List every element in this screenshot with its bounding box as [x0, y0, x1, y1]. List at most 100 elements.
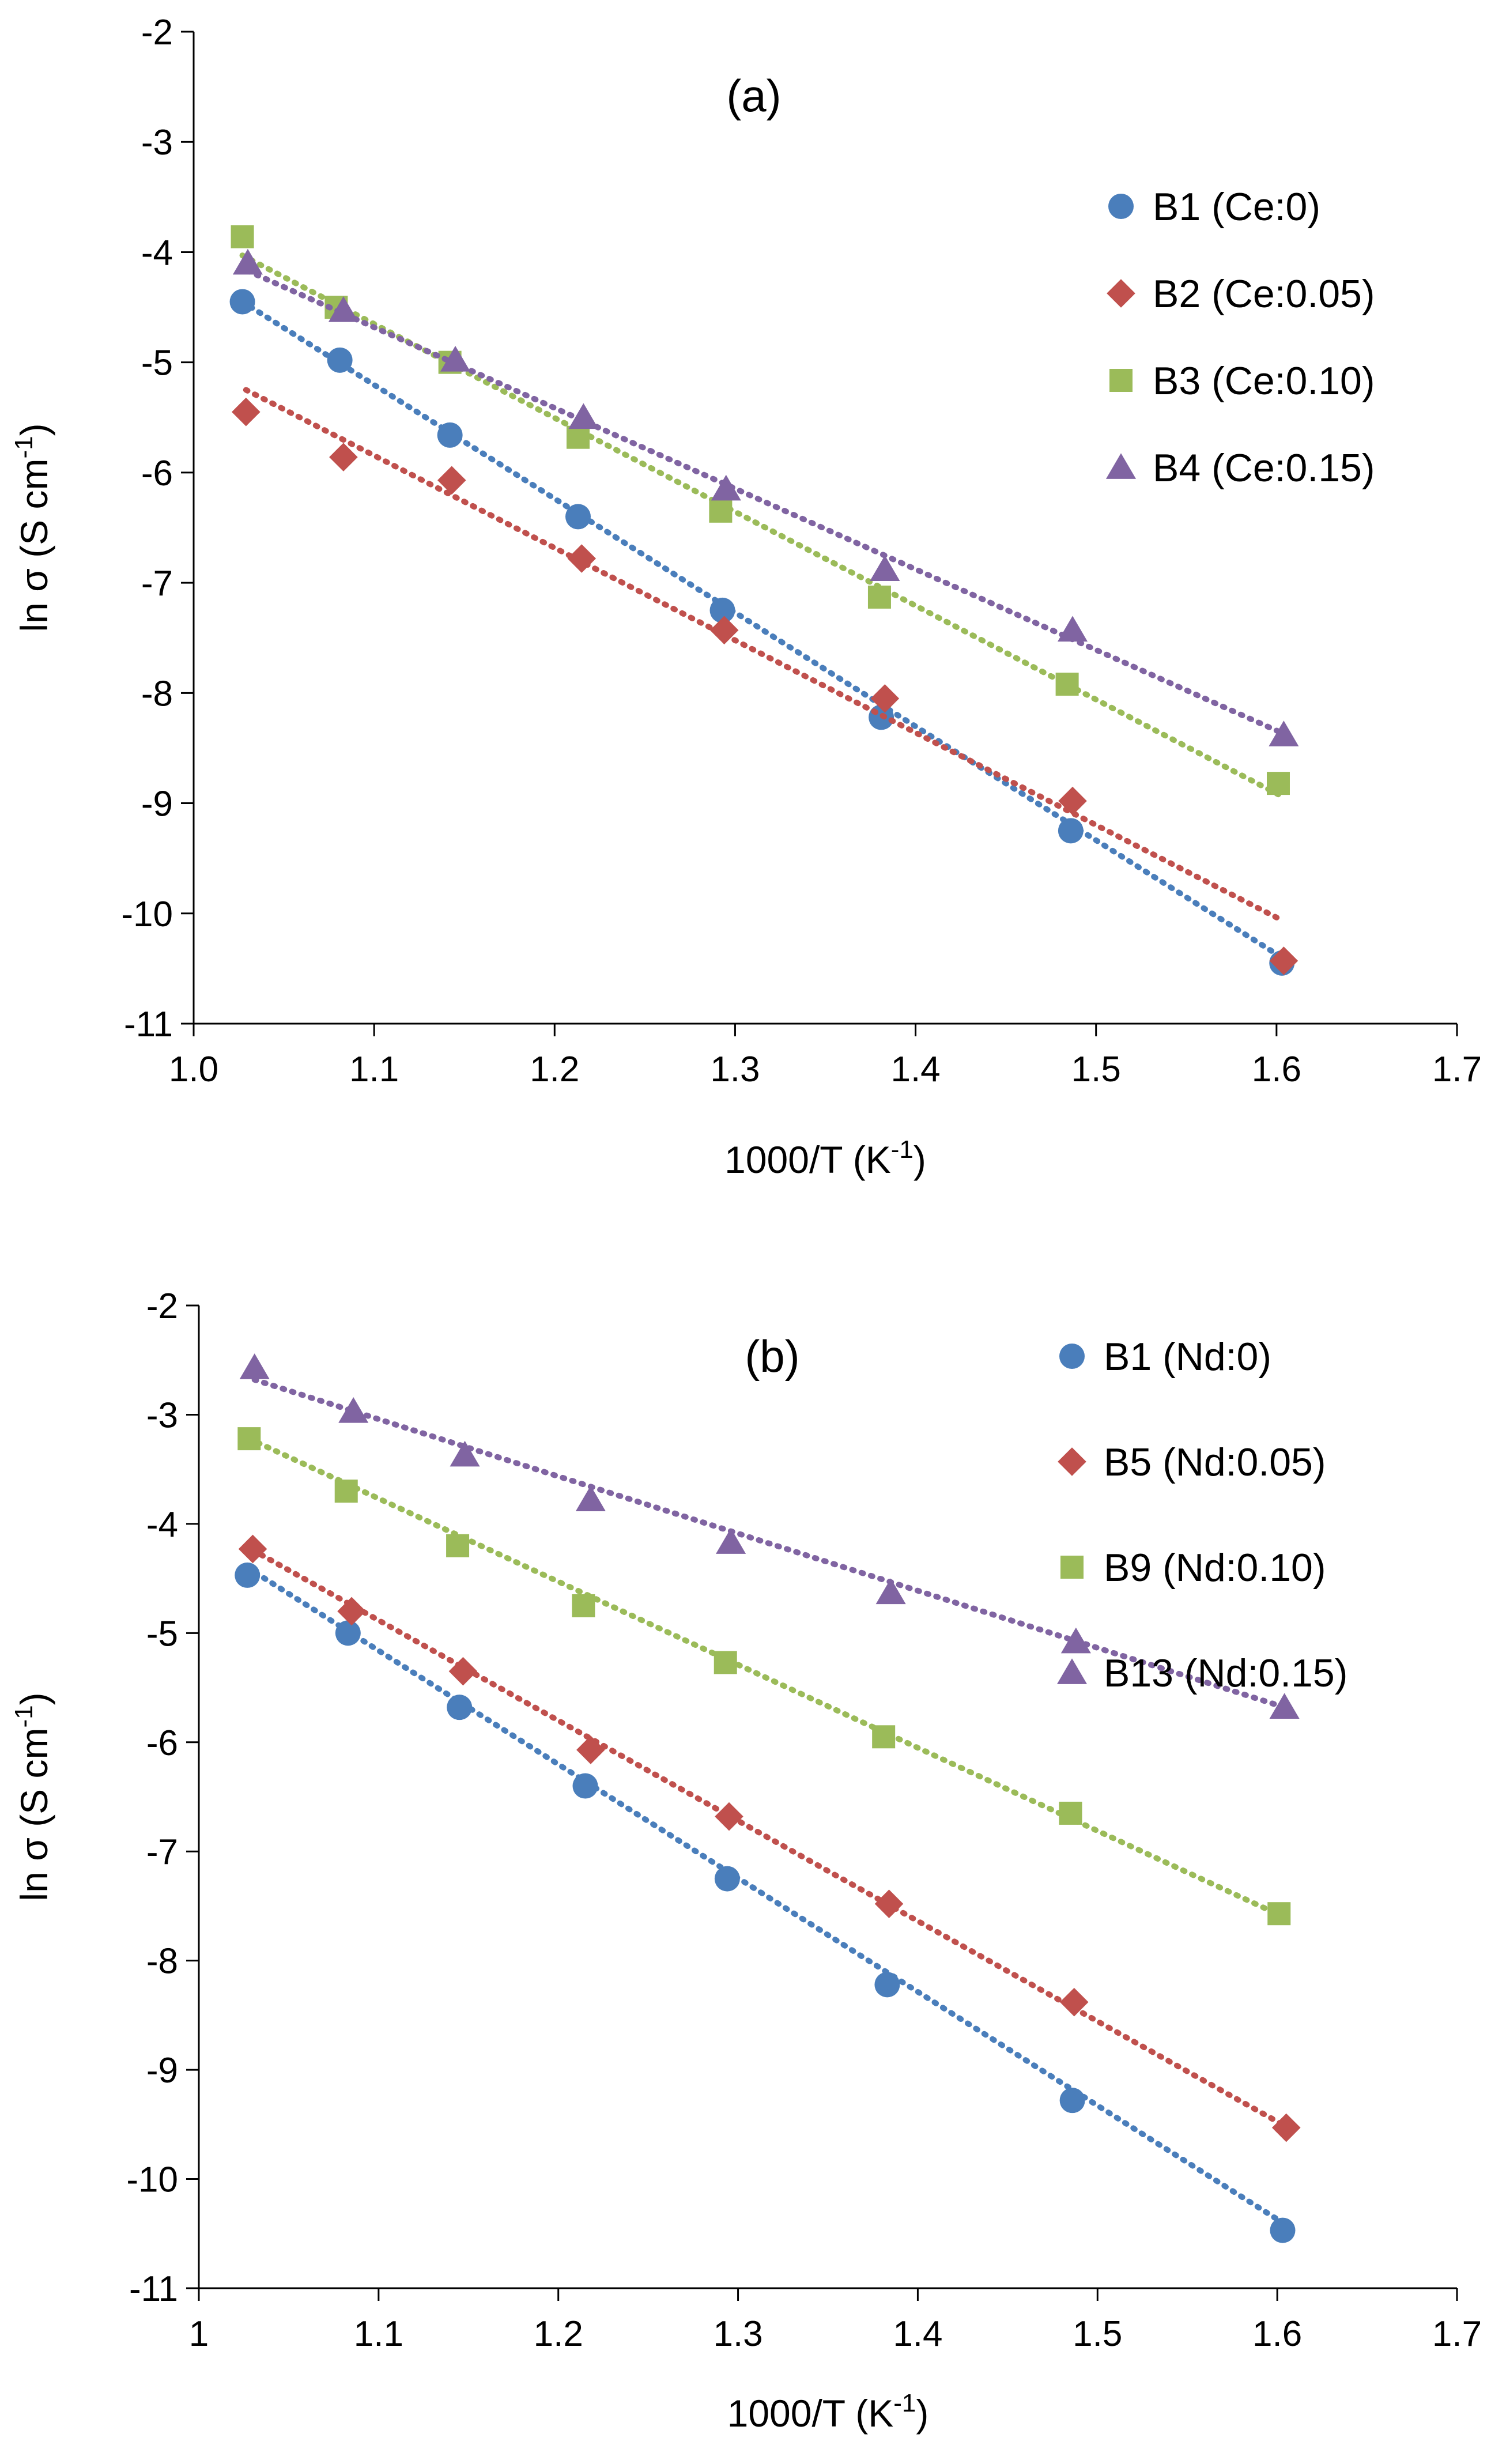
data-point: [575, 1485, 606, 1512]
y-tick-label: -9: [146, 2051, 178, 2091]
x-tick-label: 1.1: [354, 2314, 403, 2354]
legend: B1 (Nd:0) B5 (Nd:0.05) B9 (Nd:0.10) B13 (Nd…: [1056, 1335, 1347, 1695]
y-tick-label: -5: [146, 1614, 178, 1654]
data-point: [329, 443, 358, 471]
y-tick-label: -3: [146, 1395, 178, 1435]
data-point: [715, 1802, 743, 1831]
data-point: [238, 1534, 267, 1564]
data-point: [1059, 1987, 1089, 2017]
data-point: [566, 425, 590, 449]
data-point: [328, 296, 358, 322]
legend-marker: [1107, 279, 1135, 308]
trendline: [244, 267, 1287, 737]
data-point: [576, 1735, 605, 1764]
panel-b: -2 -3 -4 -5 -6 -7 -8 -9 -10 -11 1 1.1 1.2 1.3 1.4 1.5 1.…: [10, 1286, 1482, 2435]
legend-label: B5 (Nd:0.05): [1104, 1440, 1326, 1484]
data-point: [338, 1397, 369, 1423]
y-tick-label: -6: [146, 1723, 178, 1763]
y-tick-label: -4: [146, 1505, 178, 1545]
x-tick-label: 1.3: [710, 1050, 760, 1089]
data-point: [709, 616, 739, 645]
panel-title: (a): [726, 70, 781, 121]
y-tick-label: -9: [141, 784, 173, 824]
x-tick-label: 1.4: [893, 2314, 942, 2354]
series-3: [237, 1427, 1291, 1926]
y-tick-label: -8: [141, 674, 173, 714]
y-tick-label: -3: [141, 123, 173, 163]
x-tick-label: 1.5: [1073, 2314, 1122, 2354]
data-point: [1270, 2217, 1296, 2243]
legend-label: B13 (Nd:0.15): [1104, 1651, 1347, 1695]
y-axis-title: ln σ (S cm-1): [10, 1692, 55, 1901]
series-2: [238, 1534, 1301, 2142]
y-tick-label: -2: [146, 1286, 178, 1326]
legend-marker: [1058, 1447, 1086, 1476]
data-point: [327, 347, 353, 373]
x-tick-label: 1.2: [534, 2314, 583, 2354]
x-axis-title: 1000/T (K-1): [724, 1135, 926, 1181]
data-point: [447, 1695, 473, 1720]
y-tick-label: -4: [141, 233, 173, 273]
legend-marker: [1108, 194, 1134, 219]
data-point: [1269, 1693, 1300, 1719]
data-point: [232, 397, 261, 427]
data-point: [709, 597, 735, 623]
legend-item: B3 (Ce:0.10): [1109, 359, 1375, 403]
data-point: [568, 403, 599, 429]
trendline: [246, 1436, 1282, 1918]
data-point: [448, 1656, 478, 1686]
x-axis-title: 1000/T (K-1): [727, 2389, 929, 2435]
data-point: [231, 225, 254, 248]
data-point: [437, 422, 463, 448]
series-1: [235, 1562, 1296, 2243]
data-point: [239, 1353, 270, 1379]
legend-label: B2 (Ce:0.05): [1153, 272, 1375, 316]
data-point: [572, 1773, 598, 1799]
data-point: [1057, 616, 1088, 642]
data-point: [870, 555, 900, 582]
axes: -2 -3 -4 -5 -6 -7 -8 -9 -10 -11 1 1.1 1.2 1.3 1.4 1.5 1.…: [126, 1286, 1482, 2354]
data-point: [1271, 2113, 1301, 2142]
data-point: [714, 1651, 737, 1674]
legend-item: B1 (Ce:0): [1108, 185, 1320, 229]
data-point: [567, 544, 597, 573]
data-point: [1267, 1902, 1291, 1926]
data-point: [875, 1578, 906, 1605]
panel-title: (b): [745, 1331, 799, 1382]
legend-label: B3 (Ce:0.10): [1153, 359, 1375, 403]
y-tick-label: -10: [121, 895, 173, 934]
data-point: [572, 1594, 595, 1617]
trendline: [251, 1376, 1288, 1711]
data-point: [1055, 673, 1079, 696]
trendline: [250, 1547, 1289, 2130]
legend-item: B1 (Nd:0): [1059, 1335, 1271, 1379]
series-4: [232, 248, 1299, 746]
data-point: [1059, 2088, 1085, 2114]
legend-item: B4 (Ce:0.15): [1105, 446, 1375, 490]
y-tick-label: -2: [141, 13, 173, 52]
x-tick-label: 1.5: [1071, 1050, 1121, 1089]
trendline: [243, 387, 1287, 925]
data-point: [334, 1480, 358, 1503]
data-point: [714, 1866, 740, 1892]
data-point: [1269, 720, 1299, 746]
x-tick-label: 1.7: [1432, 2314, 1482, 2354]
data-point: [874, 1972, 900, 1998]
series-2: [232, 387, 1299, 975]
y-tick-label: -11: [124, 1005, 173, 1044]
data-point: [232, 248, 263, 275]
legend-label: B1 (Ce:0): [1153, 185, 1320, 229]
legend-label: B1 (Nd:0): [1104, 1335, 1271, 1379]
y-tick-label: -6: [141, 454, 173, 493]
data-point: [440, 346, 471, 372]
x-tick-label: 1.7: [1432, 1050, 1482, 1089]
data-point: [437, 466, 466, 495]
data-point: [709, 499, 733, 523]
y-tick-label: -8: [146, 1942, 178, 1982]
data-point: [711, 474, 741, 501]
legend-label: B9 (Nd:0.10): [1104, 1546, 1326, 1590]
data-point: [450, 1440, 480, 1467]
legend-marker: [1059, 1344, 1085, 1369]
legend-marker: [1056, 1658, 1088, 1684]
y-tick-label: -7: [141, 564, 173, 603]
